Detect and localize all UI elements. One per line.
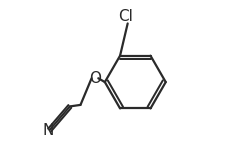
Text: O: O [89,71,101,86]
Text: N: N [42,122,53,137]
Text: Cl: Cl [118,9,133,24]
